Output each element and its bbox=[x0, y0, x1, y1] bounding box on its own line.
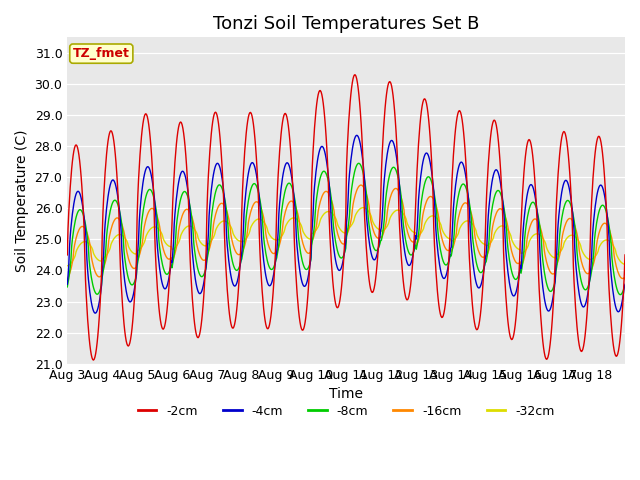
Legend: -2cm, -4cm, -8cm, -16cm, -32cm: -2cm, -4cm, -8cm, -16cm, -32cm bbox=[132, 400, 560, 423]
X-axis label: Time: Time bbox=[329, 387, 363, 401]
Y-axis label: Soil Temperature (C): Soil Temperature (C) bbox=[15, 129, 29, 272]
Text: TZ_fmet: TZ_fmet bbox=[73, 47, 130, 60]
Title: Tonzi Soil Temperatures Set B: Tonzi Soil Temperatures Set B bbox=[213, 15, 479, 33]
